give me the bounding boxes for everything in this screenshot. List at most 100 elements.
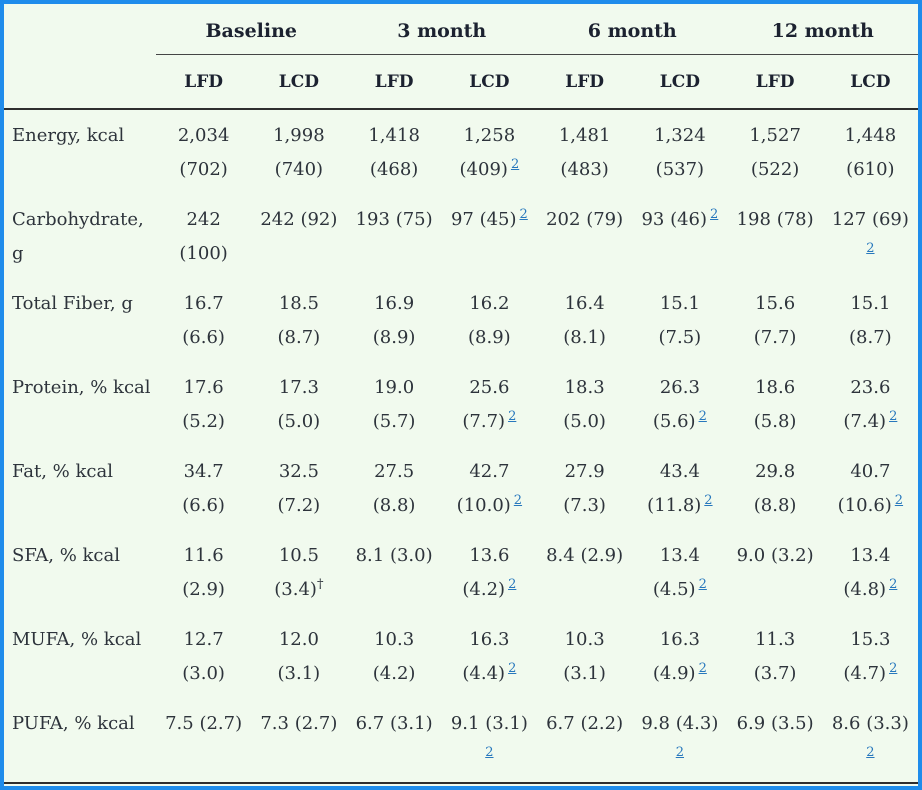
cell-sd: (4.4)	[462, 663, 506, 684]
data-cell: 1,258 (409) 2	[442, 109, 537, 194]
footnote-marker: 2	[889, 577, 897, 592]
footnote-2-link[interactable]: 2	[698, 409, 707, 424]
cell-sd: (4.7)	[843, 663, 887, 684]
cell-value: 7.3 (2.7)	[260, 713, 338, 734]
data-cell: 1,324 (537)	[632, 109, 727, 194]
cell-value: 12.0	[278, 629, 319, 650]
data-cell: 32.5 (7.2)	[251, 446, 346, 530]
row-label: PUFA, % kcal	[4, 698, 156, 784]
cell-sd: (5.8)	[753, 411, 797, 432]
cell-value: 11.3	[755, 629, 796, 650]
data-cell: 40.7 (10.6) 2	[823, 446, 918, 530]
footnote-marker: 2	[508, 409, 516, 424]
row-label: SFA, % kcal	[12, 545, 120, 566]
cell-sd: (8.1)	[563, 327, 606, 348]
cell-sd: (4.8)	[843, 579, 887, 600]
cell-sd: (610)	[846, 159, 895, 180]
footnote-marker: 2	[508, 661, 516, 676]
cell-value: 11.6	[183, 545, 224, 566]
footnote-2-link[interactable]: 2	[508, 409, 517, 424]
cell-value: 18.3	[564, 377, 605, 398]
cell-sd: (3.1)	[277, 663, 321, 684]
footnote-2-link[interactable]: 2	[675, 745, 685, 760]
footnote-2-link[interactable]: 2	[894, 493, 904, 508]
data-cell: 242 (92)	[251, 194, 346, 278]
footnote-2-link[interactable]: 2	[508, 661, 517, 676]
corner-cell	[4, 4, 156, 55]
data-cell: 1,481 (483)	[537, 109, 632, 194]
footnote-2-link[interactable]: 2	[508, 577, 517, 592]
footnote-2-link[interactable]: 2	[510, 157, 520, 172]
cell-sd: (740)	[274, 159, 324, 180]
cell-value: 13.4	[659, 545, 700, 566]
cell-value: 16.4	[564, 293, 605, 314]
data-cell: 12.0 (3.1)	[251, 614, 346, 698]
data-cell: 6.7 (2.2)	[537, 698, 633, 784]
footnote-marker: 2	[704, 493, 712, 508]
table-row-sfa-kcal: SFA, % kcal 11.6 (2.9) 10.5 (3.4)† 8.1 (3.0) 1…	[4, 530, 918, 614]
data-cell: 16.3 (4.9) 2	[632, 614, 727, 698]
footnote-2-link[interactable]: 2	[698, 577, 707, 592]
data-cell: 34.7 (6.6)	[156, 446, 251, 530]
cell-value: 193 (75)	[355, 209, 433, 230]
cell-value: 9.0 (3.2)	[736, 545, 814, 566]
data-cell: 10.3 (3.1)	[537, 614, 632, 698]
cell-sd: (3.0)	[182, 663, 225, 684]
cell-value: 97 (45)	[450, 209, 517, 230]
footnote-2-link[interactable]: 2	[889, 661, 898, 676]
col-group-12-month: 12 month	[727, 4, 918, 55]
cell-sd: (4.2)	[372, 663, 416, 684]
footnote-marker: 2	[508, 577, 516, 592]
data-cell: 8.4 (2.9)	[537, 530, 632, 614]
cell-value: 1,527	[749, 125, 801, 146]
footnote-2-link[interactable]: 2	[889, 409, 898, 424]
data-cell: 193 (75)	[347, 194, 442, 278]
cell-sd: (8.7)	[277, 327, 321, 348]
cell-sd: (483)	[560, 159, 609, 180]
row-label: Energy, kcal	[12, 125, 125, 146]
data-cell: 9.8 (4.3) 2	[632, 698, 728, 784]
footnote-marker: 2	[699, 661, 707, 676]
cell-value: 17.3	[278, 377, 319, 398]
cell-value: 202 (79)	[546, 209, 624, 230]
data-cell: 13.4 (4.8) 2	[823, 530, 918, 614]
cell-sd: (5.7)	[372, 411, 416, 432]
data-cell: 43.4 (11.8) 2	[632, 446, 727, 530]
cell-sd: (8.8)	[372, 495, 416, 516]
footnote-marker: 2	[514, 493, 522, 508]
footnote-2-link[interactable]: 2	[519, 207, 528, 222]
cell-sd: (4.9)	[652, 663, 696, 684]
cell-value: 15.6	[755, 293, 796, 314]
footnote-2-link[interactable]: 2	[704, 493, 713, 508]
cell-value: 6.7 (3.1)	[355, 713, 433, 734]
footnote-2-link[interactable]: 2	[889, 577, 898, 592]
col-group-3-month: 3 month	[346, 4, 537, 55]
data-cell: 6.7 (3.1)	[346, 698, 442, 784]
footnote-2-link[interactable]: 2	[866, 745, 875, 760]
data-cell: 15.3 (4.7) 2	[823, 614, 918, 698]
cell-sd: (702)	[179, 159, 228, 180]
cell-value: 17.6	[183, 377, 224, 398]
row-label: Carbohydrate, g	[12, 209, 144, 264]
cell-sd: (5.0)	[563, 411, 606, 432]
footnote-2-link[interactable]: 2	[513, 493, 523, 508]
footnote-marker: 2	[520, 207, 528, 222]
cell-value: 15.1	[659, 293, 700, 314]
row-label: Total Fiber, g	[12, 293, 133, 314]
table-row-mufa-kcal: MUFA, % kcal 12.7 (3.0) 12.0 (3.1) 10.3 (4.2) 1…	[4, 614, 918, 698]
footnote-2-link[interactable]: 2	[710, 207, 719, 222]
data-cell: 16.3 (4.4) 2	[442, 614, 537, 698]
footnote-2-link[interactable]: 2	[866, 241, 875, 256]
timepoint-header-row: Baseline 3 month 6 month 12 month	[4, 4, 918, 55]
col-group-baseline: Baseline	[156, 4, 347, 55]
data-cell: 127 (69) 2	[823, 194, 918, 278]
col-3-month-lcd: LCD	[441, 54, 537, 110]
cell-value: 16.7	[183, 293, 224, 314]
cell-sd: (10.0)	[456, 495, 511, 516]
footnote-2-link[interactable]: 2	[698, 661, 707, 676]
cell-sd: (7.7)	[753, 327, 797, 348]
table-header: Baseline 3 month 6 month 12 month LFD LCD LFD L…	[4, 4, 918, 110]
cell-value: 242 (92)	[260, 209, 338, 230]
footnote-2-link[interactable]: 2	[485, 745, 494, 760]
data-cell: 17.6 (5.2)	[156, 362, 251, 446]
